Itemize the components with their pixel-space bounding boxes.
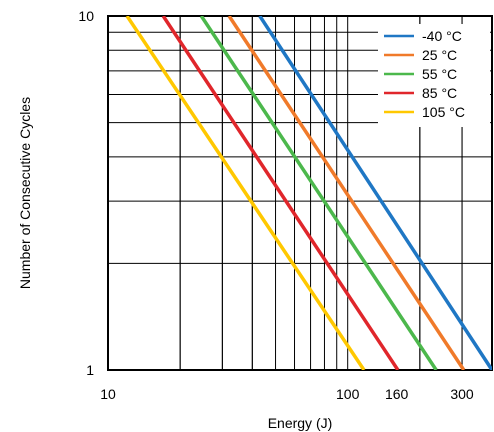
y-tick-label: 10 <box>78 8 94 24</box>
x-axis-label: Energy (J) <box>268 415 333 431</box>
y-tick-labels: 1 10 <box>78 8 94 378</box>
x-tick-label: 300 <box>450 386 474 402</box>
legend-label: 25 °C <box>422 47 457 63</box>
legend-box <box>378 24 490 127</box>
legend-label: 55 °C <box>422 66 457 82</box>
legend-label: -40 °C <box>422 28 462 44</box>
y-tick-label: 1 <box>86 362 94 378</box>
y-axis-label: Number of Consecutive Cycles <box>17 97 33 289</box>
series-line <box>161 16 400 370</box>
x-tick-label: 100 <box>336 386 360 402</box>
series-line <box>258 16 492 370</box>
x-tick-label: 10 <box>100 386 116 402</box>
legend-label: 85 °C <box>422 85 457 101</box>
plot-frame <box>107 15 493 371</box>
legend: -40 °C 25 °C 55 °C 85 °C 105 °C <box>378 24 490 127</box>
x-tick-labels: 10 100 160 300 <box>100 386 474 402</box>
x-tick-label: 160 <box>385 386 409 402</box>
series-line <box>227 16 466 370</box>
series-lines <box>125 16 492 370</box>
legend-label: 105 °C <box>422 104 465 120</box>
series-line <box>199 16 438 370</box>
series-line <box>125 16 366 370</box>
